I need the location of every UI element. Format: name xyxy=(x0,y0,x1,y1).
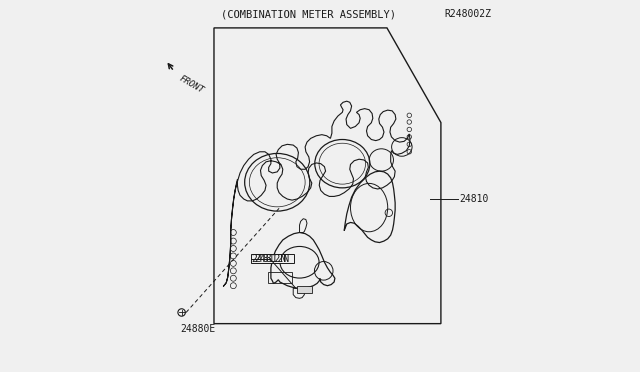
Text: 24810: 24810 xyxy=(460,194,489,204)
Text: (COMBINATION METER ASSEMBLY): (COMBINATION METER ASSEMBLY) xyxy=(221,9,396,19)
Text: 24880E: 24880E xyxy=(180,324,216,334)
Text: 24812N: 24812N xyxy=(255,254,290,263)
Text: 24812N: 24812N xyxy=(251,254,287,263)
Text: FRONT: FRONT xyxy=(178,74,205,96)
Bar xyxy=(297,286,312,293)
Text: R248002Z: R248002Z xyxy=(444,9,491,19)
Bar xyxy=(268,272,292,283)
Bar xyxy=(251,254,294,263)
